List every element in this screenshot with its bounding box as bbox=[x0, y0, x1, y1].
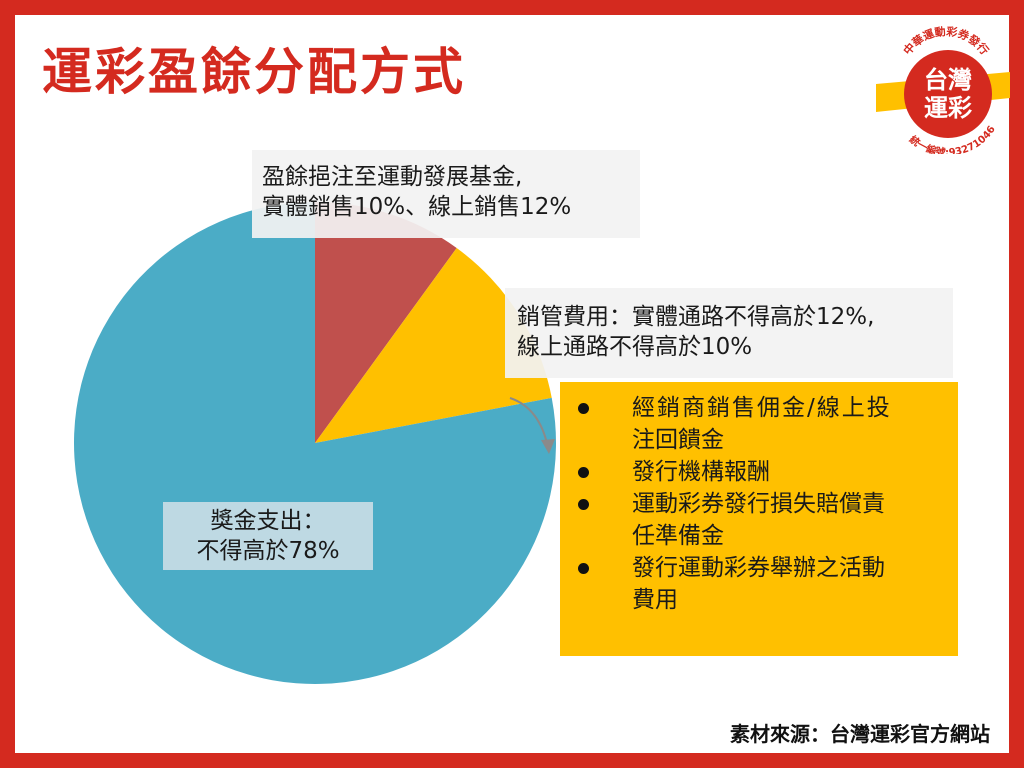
logo-main-line1: 台灣 bbox=[924, 66, 972, 94]
list-item: 發行運動彩券舉辦之活動 費用 bbox=[560, 552, 958, 616]
list-item-line2: 費用 bbox=[632, 587, 678, 613]
label-management-line2: 線上通路不得高於10% bbox=[517, 334, 753, 360]
management-breakdown-list: 經銷商銷售佣金/線上投 注回饋金 發行機構報酬 運動彩券發行損失賠償責 任準備金… bbox=[560, 392, 958, 616]
list-item-line1: 發行機構報酬 bbox=[632, 459, 770, 485]
label-prize-line1: 獎金支出： bbox=[210, 508, 326, 534]
label-fund-line1: 盈餘挹注至運動發展基金, bbox=[262, 164, 523, 190]
list-item-line1: 發行運動彩券舉辦之活動 bbox=[632, 555, 885, 581]
source-credit: 素材來源：台灣運彩官方網站 bbox=[730, 722, 990, 746]
bullet-dot-icon bbox=[578, 403, 589, 414]
list-item-line1: 經銷商銷售佣金/線上投 bbox=[632, 395, 892, 421]
taiwan-sports-lottery-logo: 中華運動彩券發行 台灣 運彩 統一編號:93271046 bbox=[876, 24, 1010, 154]
list-item-line2: 任準備金 bbox=[632, 523, 724, 549]
label-management-line1: 銷管費用：實體通路不得高於12%, bbox=[517, 304, 875, 330]
label-fund-line2: 實體銷售10%、線上銷售12% bbox=[262, 194, 572, 220]
bullet-dot-icon bbox=[578, 563, 589, 574]
bullet-dot-icon bbox=[578, 499, 589, 510]
list-item: 發行機構報酬 bbox=[560, 456, 958, 488]
bullet-dot-icon bbox=[578, 467, 589, 478]
label-management: 銷管費用：實體通路不得高於12%, 線上通路不得高於10% bbox=[505, 288, 953, 378]
management-breakdown-box: 經銷商銷售佣金/線上投 注回饋金 發行機構報酬 運動彩券發行損失賠償責 任準備金… bbox=[560, 382, 958, 656]
label-prize: 獎金支出： 不得高於78% bbox=[163, 502, 373, 570]
list-item: 運動彩券發行損失賠償責 任準備金 bbox=[560, 488, 958, 552]
page-title: 運彩盈餘分配方式 bbox=[42, 43, 466, 101]
pie-slice-management bbox=[315, 248, 552, 443]
logo-main-line2: 運彩 bbox=[924, 94, 972, 122]
list-item-line2: 注回饋金 bbox=[632, 427, 724, 453]
list-item: 經銷商銷售佣金/線上投 注回饋金 bbox=[560, 392, 958, 456]
pie-slice-fund bbox=[315, 202, 457, 443]
label-prize-line2: 不得高於78% bbox=[196, 538, 340, 564]
list-item-line1: 運動彩券發行損失賠償責 bbox=[632, 491, 885, 517]
label-fund: 盈餘挹注至運動發展基金, 實體銷售10%、線上銷售12% bbox=[252, 150, 640, 238]
